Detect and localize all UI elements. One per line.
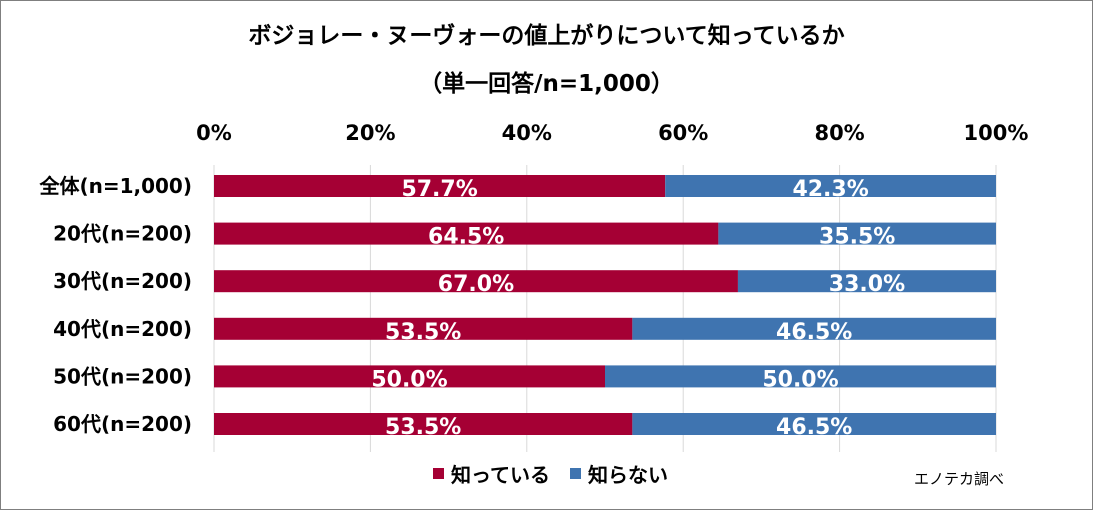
data-label: 53.5% (385, 320, 461, 345)
bar-know (214, 222, 719, 245)
bar-dont-know (665, 175, 996, 197)
data-label: 46.5% (776, 415, 852, 440)
category-label: 40代(n=200) (53, 317, 192, 341)
bar-dont-know (632, 413, 996, 435)
legend: 知っている 知らない (433, 463, 668, 487)
data-label: 35.5% (819, 225, 895, 250)
x-tick-label: 60% (658, 121, 708, 145)
x-tick-label: 20% (345, 121, 395, 145)
data-label: 57.7% (401, 177, 477, 202)
category-label: 全体(n=1,000) (38, 174, 192, 198)
chart-subtitle: （単一回答/n=1,000） (419, 71, 674, 97)
bar-know (214, 270, 738, 293)
bar-know (214, 317, 633, 340)
x-axis-tick-labels: 0% 20% 40% 60% 80% 100% (196, 121, 1028, 145)
data-label: 67.0% (438, 272, 514, 297)
bar-dont-know (632, 317, 996, 340)
category-label: 50代(n=200) (53, 364, 192, 388)
bar-know (214, 365, 605, 388)
x-tick-label: 0% (196, 121, 232, 145)
category-label: 60代(n=200) (53, 412, 192, 436)
gridlines (213, 165, 997, 452)
category-label: 20代(n=200) (53, 222, 192, 246)
legend-swatch (433, 468, 444, 479)
bar-know (214, 413, 633, 435)
data-label: 50.0% (762, 367, 838, 392)
bar-dont-know (737, 270, 996, 293)
data-label: 50.0% (371, 367, 447, 392)
x-tick-label: 100% (964, 121, 1029, 145)
data-label: 53.5% (385, 415, 461, 440)
legend-label: 知っている (451, 463, 550, 487)
legend-label: 知らない (588, 463, 668, 487)
legend-swatch (570, 468, 581, 479)
bar-know (214, 175, 666, 197)
bar-dont-know (718, 222, 996, 245)
bars: 57.7% 42.3% 64.5% 35.5% 67.0% 33.0% 53.5% 46.5%… (214, 175, 996, 440)
category-labels: 全体(n=1,000) 20代(n=200) 30代(n=200) 40代(n=200… (38, 174, 192, 436)
data-label: 64.5% (428, 225, 504, 250)
x-tick-label: 40% (502, 121, 552, 145)
data-label: 46.5% (776, 320, 852, 345)
bar-dont-know (605, 365, 996, 388)
category-label: 30代(n=200) (53, 269, 192, 293)
data-label: 42.3% (792, 177, 868, 202)
source-note: エノテカ調べ (914, 470, 1005, 488)
data-label: 33.0% (829, 272, 905, 297)
chart-title: ボジョレー・ヌーヴォーの値上がりについて知っているか (248, 23, 845, 49)
x-tick-label: 80% (814, 121, 864, 145)
